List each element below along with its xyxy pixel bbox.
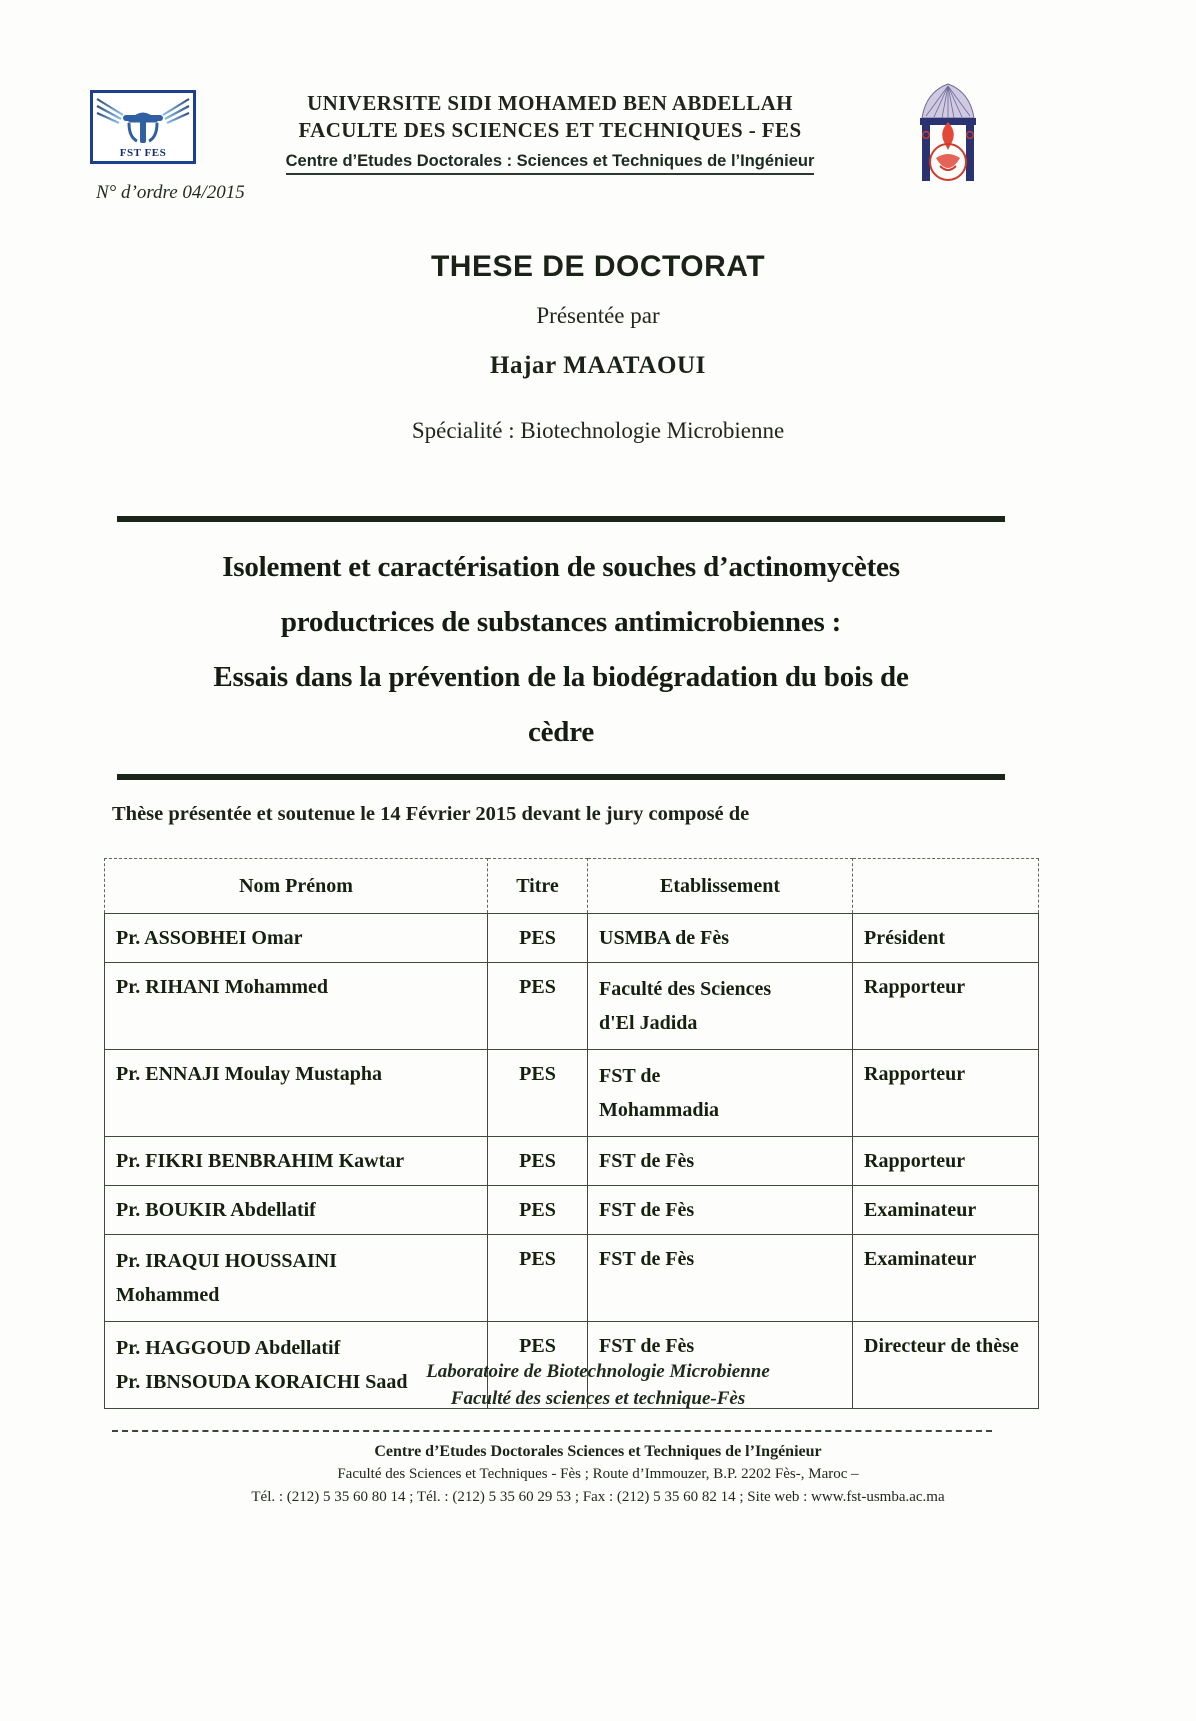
jury-member-role: Président [852,913,1039,963]
fst-fes-logo-graphic [93,93,193,161]
title-rule-bottom [117,774,1005,780]
jury-member-name: Pr. RIHANI Mohammed [104,962,488,1050]
column-header-name: Nom Prénom [104,858,488,914]
university-name-line1: UNIVERSITE SIDI MOHAMED BEN ABDELLAH [307,91,793,115]
jury-member-role: Examinateur [852,1234,1039,1322]
jury-member-role: Directeur de thèse [852,1321,1039,1409]
jury-member-institution: FST de Fès [587,1321,853,1409]
table-row: Pr. HAGGOUD Abdellatif Pr. IBNSOUDA KORA… [104,1321,1039,1409]
table-row: Pr. ASSOBHEI Omar PES USMBA de Fès Prési… [104,913,1039,963]
author-name: Hajar MAATAOUI [489,352,707,379]
jury-member-institution: FST de Fès [587,1136,853,1186]
jury-member-institution: FST de Fès [587,1234,853,1322]
document-header: FST FES [0,38,1196,181]
jury-member-name: Pr. ENNAJI Moulay Mustapha [104,1049,488,1137]
usmba-emblem-logo [910,78,986,190]
column-header-title: Titre [487,858,588,914]
column-header-institution: Etablissement [587,858,853,914]
jury-member-institution: USMBA de Fès [587,913,853,963]
doctoral-center-line: Centre d’Etudes Doctorales : Sciences et… [285,152,815,175]
footer-center-name: Centre d’Etudes Doctorales Sciences et T… [374,1443,822,1460]
name-line1: Pr. HAGGOUD Abdellatif [116,1337,341,1359]
jury-member-title: PES [487,1136,588,1186]
jury-member-title: PES [487,1321,588,1409]
jury-member-title: PES [487,962,588,1050]
jury-member-title: PES [487,1049,588,1137]
footer-contact-block: Centre d’Etudes Doctorales Sciences et T… [0,1440,1196,1509]
specialty-line: Spécialité : Biotechnologie Microbienne [411,418,785,443]
jury-member-name: Pr. HAGGOUD Abdellatif Pr. IBNSOUDA KORA… [104,1321,488,1409]
jury-member-name: Pr. ASSOBHEI Omar [104,913,488,963]
fst-fes-logo: FST FES [90,90,196,164]
university-name-line2: FACULTE DES SCIENCES ET TECHNIQUES - FES [298,118,802,142]
table-row: Pr. BOUKIR Abdellatif PES FST de Fès Exa… [104,1185,1039,1235]
header-title-block: UNIVERSITE SIDI MOHAMED BEN ABDELLAH FAC… [200,90,900,175]
thesis-title-line4: cèdre [527,716,595,748]
name-line1: Pr. IRAQUI HOUSSAINI [116,1250,337,1272]
thesis-title-line3: Essais dans la prévention de la biodégra… [213,661,909,693]
thesis-title-line2: productrices de substances antimicrobien… [280,606,842,638]
institution-line2: d'El Jadida [599,1012,698,1034]
thesis-title-box: Isolement et caractérisation de souches … [117,516,1005,780]
name-line2: Pr. IBNSOUDA KORAICHI Saad [116,1371,408,1393]
jury-member-role: Rapporteur [852,1136,1039,1186]
jury-member-name: Pr. FIKRI BENBRAHIM Kawtar [104,1136,488,1186]
jury-member-role: Examinateur [852,1185,1039,1235]
footer-divider [112,1430,992,1432]
jury-member-name: Pr. BOUKIR Abdellatif [104,1185,488,1235]
table-row: Pr. IRAQUI HOUSSAINI Mohammed PES FST de… [104,1234,1039,1322]
thesis-title-line1: Isolement et caractérisation de souches … [222,551,900,583]
name-line2: Mohammed [116,1284,220,1306]
order-number: N° d’ordre 04/2015 [96,182,245,203]
jury-table: Nom Prénom Titre Etablissement Pr. ASSOB… [104,858,1039,1409]
footer-phone-web: Tél. : (212) 5 35 60 80 14 ; Tél. : (212… [251,1489,945,1505]
jury-member-institution: FST de Mohammadia [587,1049,853,1137]
institution-line1: FST de [599,1065,661,1087]
column-header-role [852,858,1039,914]
presented-by-label: Présentée par [536,303,660,328]
laboratory-faculty: Faculté des sciences et technique-Fès [450,1388,746,1409]
table-row: Pr. FIKRI BENBRAHIM Kawtar PES FST de Fè… [104,1136,1039,1186]
table-header-row: Nom Prénom Titre Etablissement [104,858,1039,914]
jury-member-title: PES [487,1185,588,1235]
laboratory-block: Laboratoire de Biotechnologie Microbienn… [0,1358,1196,1412]
jury-member-title: PES [487,1234,588,1322]
institution-line1: Faculté des Sciences [599,978,772,1000]
page-title: THESE DE DOCTORAT [430,250,766,283]
jury-member-institution: Faculté des Sciences d'El Jadida [587,962,853,1050]
table-row: Pr. ENNAJI Moulay Mustapha PES FST de Mo… [104,1049,1039,1137]
jury-member-title: PES [487,913,588,963]
jury-member-name: Pr. IRAQUI HOUSSAINI Mohammed [104,1234,488,1322]
institution-line2: Mohammadia [599,1099,719,1121]
title-rule-top [117,516,1005,522]
jury-member-role: Rapporteur [852,1049,1039,1137]
jury-member-institution: FST de Fès [587,1185,853,1235]
thesis-title-text: Isolement et caractérisation de souches … [117,522,1005,774]
laboratory-name: Laboratoire de Biotechnologie Microbienn… [426,1361,770,1382]
fst-fes-logo-label: FST FES [119,147,167,159]
jury-member-role: Rapporteur [852,962,1039,1050]
table-row: Pr. RIHANI Mohammed PES Faculté des Scie… [104,962,1039,1050]
defense-date-line: Thèse présentée et soutenue le 14 Févrie… [112,803,750,825]
usmba-emblem-graphic [920,83,976,181]
footer-address: Faculté des Sciences et Techniques - Fès… [337,1466,859,1482]
